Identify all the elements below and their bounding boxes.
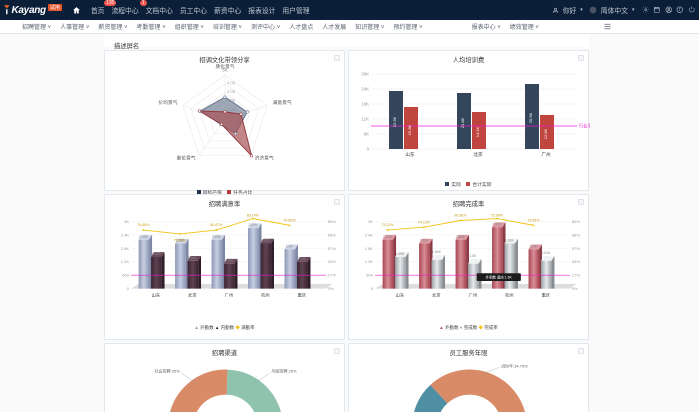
- svg-text:1.93K: 1.93K: [419, 239, 429, 243]
- svg-text:14.1K: 14.1K: [475, 126, 480, 137]
- svg-text:1.49K: 1.49K: [224, 259, 234, 263]
- svg-text:21.8K: 21.8K: [460, 117, 465, 128]
- svg-text:外勤数 重庆:1.5K: 外勤数 重庆:1.5K: [486, 275, 513, 280]
- svg-text:重伦景气: 重伦景气: [176, 154, 195, 161]
- svg-text:57%: 57%: [572, 246, 580, 251]
- svg-text:1.9K: 1.9K: [530, 244, 538, 248]
- svg-text:1.53K: 1.53K: [151, 252, 161, 256]
- svg-text:月度招聘:25%: 月度招聘:25%: [271, 367, 297, 373]
- svg-text:73.58%: 73.58%: [174, 239, 187, 243]
- svg-text:80.87%: 80.87%: [210, 223, 223, 227]
- svg-text:山东: 山东: [396, 291, 404, 298]
- svg-text:1.8K: 1.8K: [365, 246, 374, 251]
- svg-text:34%: 34%: [572, 259, 580, 264]
- svg-text:68%: 68%: [572, 232, 580, 237]
- svg-text:2.57K: 2.57K: [492, 222, 502, 226]
- svg-text:57%: 57%: [328, 246, 336, 251]
- svg-text:0%: 0%: [572, 286, 578, 291]
- svg-text:北京: 北京: [188, 291, 196, 298]
- svg-text:1.49K: 1.49K: [297, 257, 307, 261]
- svg-text:2.03K: 2.03K: [139, 235, 149, 239]
- svg-text:74.65%: 74.65%: [283, 218, 296, 222]
- svg-text:2.57K: 2.57K: [248, 223, 258, 227]
- svg-text:质化景气: 质化景气: [216, 64, 235, 70]
- svg-text:1.51K: 1.51K: [541, 251, 551, 255]
- svg-text:15.8K: 15.8K: [407, 124, 412, 135]
- svg-text:2.03K: 2.03K: [212, 235, 222, 239]
- svg-text:1.55K: 1.55K: [432, 250, 442, 254]
- svg-text:1.92K: 1.92K: [261, 239, 271, 243]
- svg-text:杭州: 杭州: [261, 291, 269, 298]
- svg-text:0%: 0%: [328, 286, 334, 291]
- svg-text:北京: 北京: [432, 291, 440, 298]
- svg-text:北京: 北京: [473, 151, 483, 158]
- svg-text:80%: 80%: [328, 219, 336, 224]
- svg-text:6K: 6K: [364, 132, 369, 137]
- svg-text:1.49K: 1.49K: [395, 252, 405, 256]
- svg-text:广州: 广州: [541, 151, 551, 158]
- svg-text:1.8K: 1.8K: [121, 246, 130, 251]
- svg-text:1.91K: 1.91K: [505, 239, 515, 243]
- svg-text:12.8K: 12.8K: [543, 128, 548, 139]
- svg-text:4.0K: 4.0K: [227, 80, 236, 85]
- svg-text:17%: 17%: [572, 273, 580, 278]
- svg-text:济济景气: 济济景气: [255, 154, 274, 161]
- svg-text:12K: 12K: [361, 117, 369, 122]
- svg-text:1.2K: 1.2K: [121, 259, 130, 264]
- svg-text:0: 0: [127, 286, 130, 291]
- svg-text:3K: 3K: [124, 219, 129, 224]
- svg-text:34%: 34%: [328, 259, 336, 264]
- svg-text:90.36%: 90.36%: [454, 214, 467, 218]
- svg-text:杭州: 杭州: [505, 291, 513, 298]
- svg-text:价均景气: 价均景气: [158, 99, 177, 106]
- svg-text:2.4K: 2.4K: [365, 232, 374, 237]
- svg-text:1.5K: 1.5K: [469, 254, 477, 258]
- svg-text:30K: 30K: [361, 72, 369, 77]
- svg-text:74.65%: 74.65%: [527, 218, 540, 222]
- svg-text:重庆: 重庆: [298, 291, 307, 298]
- svg-text:1.56K: 1.56K: [188, 256, 198, 260]
- svg-text:0: 0: [371, 286, 374, 291]
- svg-text:73.22%: 73.22%: [381, 223, 394, 227]
- svg-text:24K: 24K: [361, 87, 369, 92]
- svg-text:满意景气: 满意景气: [273, 99, 292, 106]
- svg-text:600: 600: [366, 273, 373, 278]
- svg-text:83.14%: 83.14%: [247, 214, 260, 218]
- svg-text:3K: 3K: [368, 219, 373, 224]
- svg-text:75.96%: 75.96%: [491, 214, 504, 218]
- svg-text:74.13%: 74.13%: [418, 220, 431, 224]
- svg-text:山东: 山东: [405, 151, 415, 158]
- svg-text:600: 600: [122, 273, 129, 278]
- svg-text:1.2K: 1.2K: [365, 259, 374, 264]
- svg-text:80%: 80%: [572, 219, 580, 224]
- svg-text:重庆: 重庆: [542, 291, 551, 298]
- svg-text:3.0K: 3.0K: [227, 89, 236, 94]
- svg-text:广州: 广州: [469, 291, 477, 298]
- svg-text:68%: 68%: [328, 232, 336, 237]
- svg-text:广州: 广州: [225, 291, 233, 298]
- svg-text:25.6K: 25.6K: [528, 112, 533, 123]
- svg-text:0: 0: [367, 147, 370, 152]
- svg-text:76.65%: 76.65%: [137, 223, 150, 227]
- svg-text:2.03K: 2.03K: [456, 235, 466, 239]
- svg-text:山东: 山东: [152, 291, 160, 298]
- svg-text:17%: 17%: [328, 273, 336, 278]
- svg-text:18K: 18K: [361, 102, 369, 107]
- svg-text:行业平均值: 行业平均值: [579, 123, 590, 130]
- svg-text:社会招聘:35%: 社会招聘:35%: [154, 367, 180, 373]
- svg-text:2.03K: 2.03K: [383, 235, 393, 239]
- svg-text:2.4K: 2.4K: [121, 232, 130, 237]
- svg-text:22.5K: 22.5K: [392, 116, 397, 127]
- svg-text:1.9K: 1.9K: [286, 244, 294, 248]
- svg-text:3到5年:34.79%: 3到5年:34.79%: [500, 362, 528, 368]
